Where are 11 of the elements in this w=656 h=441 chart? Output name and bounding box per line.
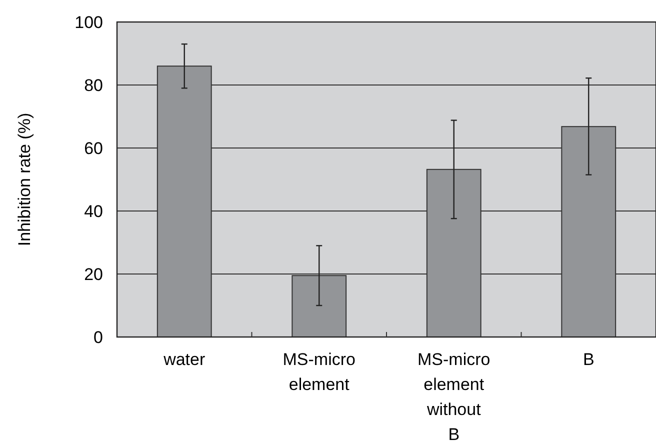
x-tick-label: MS-micro element without B (418, 350, 490, 441)
x-tick-label: water (162, 350, 206, 369)
y-tick-label: 80 (84, 76, 103, 95)
y-tick-label: 60 (84, 138, 103, 158)
y-tick-label: 0 (94, 328, 103, 347)
y-tick-label: 40 (84, 202, 103, 221)
x-tick-label: MS-micro element (282, 350, 356, 394)
y-tick-label: 100 (74, 12, 103, 32)
x-tick-label: B (582, 350, 594, 369)
y-tick-label: 20 (84, 264, 103, 284)
y-axis-title: Inhibition rate (%) (14, 112, 34, 246)
